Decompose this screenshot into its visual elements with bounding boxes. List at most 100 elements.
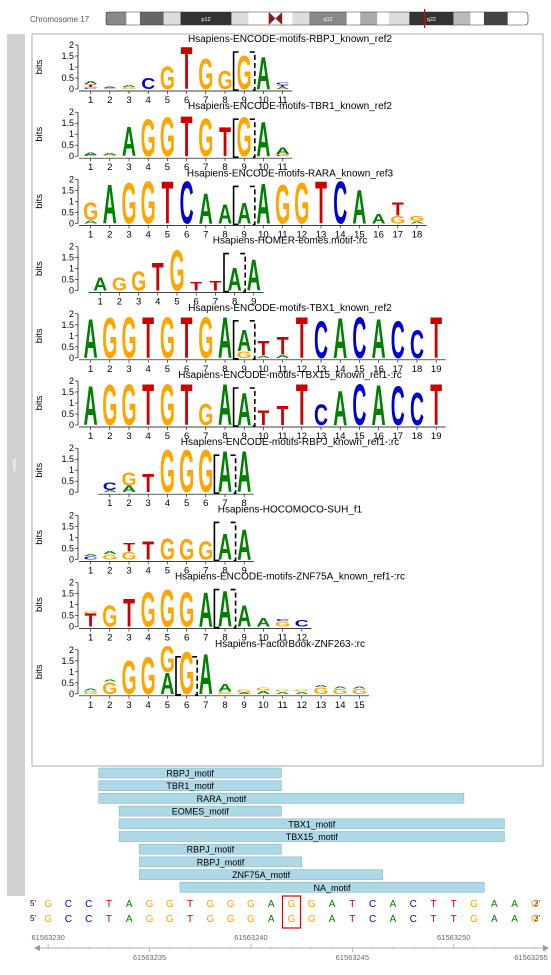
logo-letter: G (160, 580, 175, 638)
sequence-base: T (430, 914, 436, 925)
logo-letter: G (237, 105, 252, 168)
logo-x-tick-label: 8 (222, 700, 227, 711)
logo-x-tick-label: 11 (278, 229, 288, 240)
motif-title: Hsapiens-ENCODE-motifs-RBPJ_known_ref2 (188, 34, 392, 45)
motif-track-bar (139, 856, 302, 868)
logo-x-tick-label: 15 (354, 364, 365, 375)
sequence-base: C (369, 899, 376, 910)
logo-x-tick-label: 4 (146, 431, 151, 442)
logo-y-tick-label: 1.5 (61, 253, 74, 263)
logo-highlight-bracket-right (249, 387, 256, 427)
sequence-base: A (126, 899, 133, 910)
logo-x-tick-label: 3 (126, 95, 131, 106)
logo-y-tick-label: 0 (69, 218, 74, 228)
logo-x-tick-label: 5 (165, 633, 170, 644)
logo-x-tick-label: 12 (297, 700, 308, 711)
logo-y-tick-label: 1.5 (61, 521, 74, 531)
logo-letter: T (142, 373, 154, 439)
motif-track-label: RBPJ_motif (187, 845, 235, 855)
logo-letter: T (161, 168, 173, 237)
logo-y-axis-label: bits (34, 194, 45, 209)
ideogram-band (292, 12, 310, 25)
logo-letter: G (390, 214, 405, 226)
logo-letter: C (295, 619, 309, 629)
sequence-base: G (44, 899, 52, 910)
sequence-base: A (268, 899, 275, 910)
logo-letter: G (179, 533, 194, 566)
logo-x-tick-label: 3 (126, 700, 131, 711)
logo-letter: A (199, 186, 213, 234)
logo-letter: T (85, 83, 98, 87)
logo-y-tick-label: 0.5 (61, 342, 74, 352)
sequence-base: T (187, 899, 193, 910)
logo-y-tick-label: 1 (69, 667, 74, 677)
logo-x-tick-label: 10 (258, 431, 269, 442)
logo-highlight-bracket-right (192, 656, 198, 696)
motif-track-label: TBR1_motif (166, 781, 214, 791)
motif-logos: Hsapiens-ENCODE-motifs-RBPJ_known_ref2 0 0… (34, 34, 446, 711)
logo-letter: A (103, 152, 117, 156)
logo-x-tick-label: 8 (232, 297, 237, 308)
logo-letter: G (198, 305, 213, 371)
logo-y-tick-label: 2 (69, 645, 74, 655)
logo-y-tick-label: 1 (69, 600, 74, 610)
motif-title: Hsapiens-ENCODE-motifs-TBX1_known_ref2 (188, 303, 392, 314)
logo-highlight-bracket-right (230, 521, 237, 562)
sequence-base: G (308, 914, 316, 925)
logo-highlight-bracket-left (232, 320, 239, 360)
logo-letter: A (276, 146, 290, 156)
logo-letter: C (84, 555, 98, 560)
logo-x-tick-label: 4 (146, 565, 151, 576)
logo-x-tick-label: 4 (146, 162, 151, 173)
logo-x-tick-label: 5 (165, 700, 170, 711)
logo-letter: G (237, 46, 252, 100)
logo-x-tick-label: 9 (242, 565, 247, 576)
logo-letter: T (392, 200, 404, 221)
sequence-base: A (390, 899, 397, 910)
sequence-base: C (410, 914, 417, 925)
logo-x-tick-label: 5 (174, 297, 179, 308)
logo-x-tick-label: 7 (203, 700, 208, 711)
logo-letter: T (430, 373, 442, 439)
logo-x-tick-label: 6 (184, 162, 189, 173)
motif-track-label: ZNF75A_motif (232, 870, 291, 880)
logo-letter: T (219, 119, 231, 165)
motif-title: Hsapiens-ENCODE-motifs-TBX15_known_ref1-… (178, 370, 401, 381)
logo-x-tick-label: 6 (184, 95, 189, 106)
ideogram-band (346, 12, 361, 25)
logo-letter: T (85, 611, 97, 632)
logo-x-tick-label: 11 (278, 95, 288, 106)
logo-letter: G (102, 374, 117, 438)
logo-letter: G (160, 639, 175, 680)
logo-x-tick-label: 12 (297, 633, 308, 644)
sequence-base: A (329, 914, 336, 925)
axis-label-bottom: 61563255 (514, 953, 547, 962)
sequence-base: T (187, 914, 193, 925)
logo-x-tick-label: 12 (297, 229, 308, 240)
logo-letter: A (237, 383, 251, 435)
axis-label-top: 61563230 (31, 933, 64, 942)
logo-x-tick-label: 1 (107, 498, 112, 509)
sequence-base: G (531, 914, 539, 925)
logo-letter: C (276, 618, 290, 622)
logo-x-tick-label: 11 (278, 162, 288, 173)
logo-x-tick-label: 17 (393, 364, 404, 375)
logo-letter: A (103, 87, 117, 89)
logo-letter: T (152, 254, 164, 300)
sequence-base: G (288, 914, 296, 925)
logo-x-tick-label: 9 (251, 297, 256, 308)
logo-highlight-bracket-left (213, 454, 220, 494)
logo-letter: G (141, 647, 156, 705)
logo-x-tick-label: 7 (203, 229, 208, 240)
logo-highlight-bracket-left (213, 588, 220, 629)
logo-y-axis-label: bits (34, 395, 45, 410)
sequence-base: G (470, 899, 478, 910)
logo-letter: T (277, 84, 290, 88)
motif-track-label: RARA_motif (197, 794, 247, 804)
sequence-base: G (166, 914, 174, 925)
logo-letter: G (160, 437, 175, 506)
chromosome-ideogram: p12 q12 q22 (105, 9, 529, 28)
logo-x-tick-label: 1 (88, 364, 93, 375)
logo-x-tick-label: 18 (412, 229, 423, 240)
logo-letter: T (277, 401, 289, 432)
